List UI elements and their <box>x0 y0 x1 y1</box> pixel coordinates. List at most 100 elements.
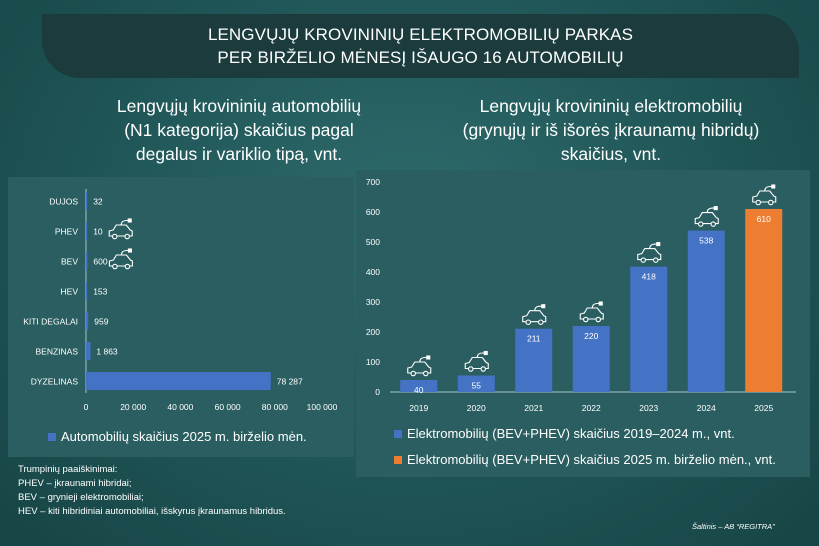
x-tick-label: 0 <box>84 402 89 412</box>
bar-value-label: 600 <box>93 257 107 267</box>
ev-plug-cable <box>120 219 129 226</box>
bar-value-label: 418 <box>642 272 656 282</box>
ev-plug <box>656 242 661 247</box>
left-chart-legend: Automobilių skaičius 2025 m. birželio mė… <box>48 429 307 444</box>
ev-plug-cable <box>764 185 772 192</box>
legend-label: Elektromobilių (BEV+PHEV) skaičius 2025 … <box>407 452 776 467</box>
bar-value-label: 538 <box>699 236 713 246</box>
bar <box>86 372 271 390</box>
bar-value-label: 40 <box>414 385 424 395</box>
ev-car-icon <box>752 184 777 206</box>
note-line: Trumpinių paaiškinimai: <box>18 464 118 475</box>
bar <box>86 192 88 210</box>
legend-label: Automobilių skaičius 2025 m. birželio mė… <box>61 429 307 444</box>
ev-plug-cable <box>649 243 657 249</box>
category-label: DYZELINAS <box>31 377 79 387</box>
ev-car-icon <box>464 350 489 372</box>
ev-car-wheel <box>583 316 589 323</box>
bar <box>572 326 610 392</box>
bar-value-label: 220 <box>584 331 598 341</box>
bar-value-label: 153 <box>93 287 107 297</box>
ev-car-wheel <box>124 263 131 270</box>
bar <box>86 282 88 300</box>
ev-car-body <box>464 356 489 370</box>
title-banner: LENGVŲJŲ KROVININIŲ ELEKTROMOBILIŲ PARKA… <box>42 14 799 78</box>
y-tick-label: 700 <box>366 177 380 187</box>
right-chart-subtitle: Lengvųjų krovininių elektromobilių (gryn… <box>430 94 792 166</box>
ev-plug <box>127 218 132 223</box>
left-chart-subtitle: Lengvųjų krovininių automobilių (N1 kate… <box>80 94 398 166</box>
ev-plug <box>598 301 603 306</box>
legend-label: Elektromobilių (BEV+PHEV) skaičius 2019–… <box>407 426 735 441</box>
ev-plug <box>426 355 431 360</box>
right-chart-legend-item-2: Elektromobilių (BEV+PHEV) skaičius 2025 … <box>394 452 776 467</box>
ev-car-icon <box>108 218 133 240</box>
horizontal-bar-chart: DUJOS 32 PHEV 10 BEV 600 HEV 153 KITI DEGALAI 959… <box>23 189 338 412</box>
ev-plug-cable <box>534 305 542 311</box>
ev-car-wheel <box>640 257 647 263</box>
y-tick-label: 300 <box>366 297 380 307</box>
ev-car-wheel <box>710 221 716 227</box>
ev-car-wheel <box>595 316 601 323</box>
ev-car-wheel <box>652 257 659 263</box>
bar <box>515 328 553 392</box>
bar-value-label: 32 <box>93 197 103 207</box>
bar-value-label: 959 <box>94 317 108 327</box>
ev-car-body <box>407 361 432 374</box>
y-tick-label: 0 <box>375 387 380 397</box>
bar <box>86 342 91 360</box>
bar <box>86 252 88 270</box>
ev-car-body <box>694 212 719 225</box>
x-tick-label: 80 000 <box>262 402 288 412</box>
ev-car-body <box>579 307 604 320</box>
ev-car-body <box>522 310 547 323</box>
bar-value-label: 1 863 <box>96 347 118 357</box>
y-tick-label: 500 <box>366 237 380 247</box>
ev-car-wheel <box>537 319 544 325</box>
title-line-2: PER BIRŽELIO MĖNESĮ IŠAUGO 16 AUTOMOBILI… <box>217 48 624 67</box>
ev-plug <box>483 350 488 356</box>
legend-swatch <box>48 432 56 441</box>
ev-car-body <box>637 248 662 261</box>
ev-car-wheel <box>755 199 762 206</box>
bar <box>630 266 668 392</box>
bar-value-label: 610 <box>757 214 771 224</box>
left-subtitle-line: degalus ir variklio tipą, vnt. <box>135 144 343 164</box>
bar <box>687 230 725 392</box>
x-tick-label: 2024 <box>697 403 716 413</box>
category-label: HEV <box>61 287 79 297</box>
vertical-bar-chart: 0 100 200 300 400 500 600 700 40 2019 55 2020 211 202… <box>366 177 796 413</box>
x-tick-label: 2019 <box>409 403 428 413</box>
note-line: HEV – kiti hibridiniai automobiliai, išs… <box>18 506 286 517</box>
ev-car-wheel <box>468 366 474 372</box>
bar <box>86 312 89 330</box>
ev-car-body <box>752 190 777 203</box>
bar <box>457 375 495 392</box>
note-line: PHEV – įkraunami hibridai; <box>18 478 132 489</box>
title-line-1: LENGVŲJŲ KROVININIŲ ELEKTROMOBILIŲ PARKA… <box>207 25 634 44</box>
x-tick-label: 2020 <box>467 403 486 413</box>
ev-plug-cable <box>476 352 485 358</box>
left-subtitle-line: (N1 kategorija) skaičius pagal <box>124 120 354 140</box>
ev-plug <box>771 184 776 189</box>
category-label: KITI DEGALAI <box>23 317 78 327</box>
category-label: DUJOS <box>49 197 78 207</box>
x-tick-label: 2021 <box>524 403 543 413</box>
right-chart-panel: 0 100 200 300 400 500 600 700 40 2019 55 2020 211 202… <box>356 170 810 477</box>
ev-plug-cable <box>706 207 715 213</box>
y-tick-label: 600 <box>366 207 380 217</box>
ev-plug <box>713 206 718 211</box>
ev-plug <box>541 304 546 309</box>
ev-car-icon <box>637 242 662 263</box>
bar-value-label: 78 287 <box>277 377 303 387</box>
bar <box>400 380 438 392</box>
bar-value-label: 55 <box>472 381 482 391</box>
ev-car-wheel <box>480 366 486 372</box>
bar <box>745 209 783 392</box>
right-subtitle-line: (grynųjų ir iš išorės įkraunamų hibridų) <box>462 120 760 140</box>
category-label: BEV <box>61 257 78 267</box>
y-tick-label: 100 <box>366 357 380 367</box>
ev-car-wheel <box>111 233 118 240</box>
category-label: BENZINAS <box>35 347 78 357</box>
right-subtitle-line: skaičius, vnt. <box>560 144 662 164</box>
